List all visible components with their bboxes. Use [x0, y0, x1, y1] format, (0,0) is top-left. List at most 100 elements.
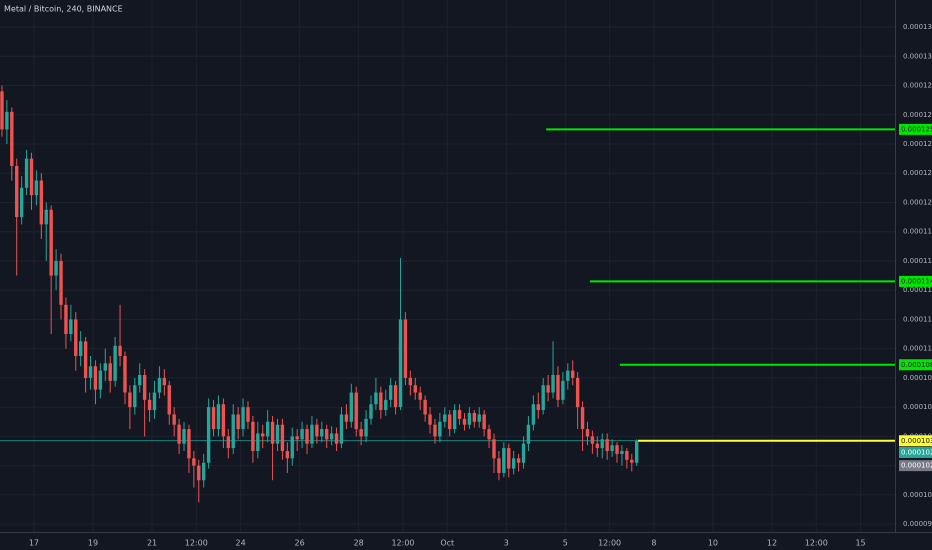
candle-body	[398, 319, 403, 408]
price-label: 0.0001020	[901, 462, 932, 470]
candle-body	[433, 424, 437, 437]
grid	[0, 0, 895, 532]
candle-body	[413, 385, 417, 393]
candle-body	[384, 399, 388, 411]
candle-body	[177, 424, 181, 444]
candle-body	[315, 424, 319, 437]
candle-body	[216, 404, 221, 430]
candle-body	[364, 418, 368, 437]
candle-body	[93, 366, 98, 390]
candle-body	[108, 363, 112, 381]
candle-body	[408, 377, 413, 386]
candle-body	[531, 404, 536, 425]
x-tick-label: 3	[504, 539, 509, 548]
level-label-box	[899, 123, 932, 135]
candle-body	[566, 370, 570, 381]
x-tick-label: 12	[767, 539, 777, 548]
candle-body	[634, 440, 639, 463]
candle-body	[595, 443, 600, 449]
candle-body	[54, 260, 58, 276]
candle-body	[443, 414, 447, 422]
candle-body	[580, 407, 585, 430]
x-tick-label: 12:00	[598, 539, 621, 548]
candle-body	[438, 421, 442, 437]
candle-body	[5, 111, 9, 130]
x-tick-label: 5	[563, 539, 568, 548]
axes: 0.00009800.00010000.00010200.00010400.00…	[29, 23, 932, 548]
candle-body	[241, 407, 245, 430]
candle-body	[24, 158, 29, 188]
y-tick-label: 0.0001280	[903, 82, 932, 90]
candle-body	[147, 399, 152, 411]
candle-body	[477, 414, 481, 422]
level-label-box	[899, 359, 932, 371]
price-label-box	[899, 460, 932, 472]
candle-body	[457, 410, 462, 419]
candle-body	[600, 439, 604, 449]
candle-body	[103, 363, 107, 371]
y-tick-label: 0.0001240	[903, 140, 932, 148]
y-tick-label: 0.0000980	[903, 520, 932, 528]
candle-body	[118, 345, 122, 356]
x-tick-label: 19	[88, 539, 98, 548]
chart-title: Metal / Bitcoin, 240, BINANCE	[4, 5, 123, 14]
x-tick-label: 24	[236, 539, 246, 548]
candle-body	[138, 374, 142, 386]
candle-body	[142, 374, 147, 400]
y-tick-label: 0.0001320	[903, 23, 932, 31]
x-tick-label: 26	[295, 539, 305, 548]
y-tick-label: 0.0001300	[903, 52, 932, 60]
candle-body	[630, 459, 634, 463]
y-tick-label: 0.0001080	[903, 374, 932, 382]
candle-body	[472, 412, 477, 422]
candle-body	[78, 341, 83, 356]
candle-body	[300, 429, 304, 440]
x-tick-label: 10	[708, 539, 718, 548]
x-tick-label: 21	[147, 539, 157, 548]
y-tick-label: 0.0001000	[903, 491, 932, 499]
candle-body	[379, 392, 383, 411]
candle-body	[556, 374, 560, 400]
candle-body	[285, 451, 290, 459]
candle-body	[620, 451, 624, 454]
candle-body	[492, 439, 496, 459]
candle-body	[270, 421, 275, 444]
x-tick-label: 12:00	[185, 539, 208, 548]
x-tick-label: Oct	[440, 539, 454, 548]
level-label-box	[899, 275, 932, 287]
candle-body	[69, 319, 73, 335]
candle-body	[526, 424, 531, 444]
candle-body	[34, 180, 39, 196]
candle-body	[403, 319, 408, 378]
candle-body	[231, 414, 235, 449]
candle-body	[467, 412, 472, 425]
candle-body	[428, 414, 432, 425]
candle-body	[201, 462, 206, 481]
candle-body	[388, 385, 393, 400]
candle-body	[329, 433, 334, 440]
y-tick-label: 0.0001260	[903, 111, 932, 119]
candle-body	[123, 355, 127, 393]
x-tick-label: 15	[855, 539, 865, 548]
candle-body	[256, 433, 260, 452]
candle-body	[280, 424, 285, 452]
candle-body	[344, 414, 349, 422]
candle-body	[44, 209, 48, 225]
candle-body	[83, 341, 88, 378]
price-label: 0.0001029	[901, 448, 932, 456]
candle-body	[192, 458, 196, 466]
candle-body	[585, 429, 590, 437]
candle-body	[182, 429, 186, 444]
candle-body	[19, 187, 24, 218]
candle-body	[536, 404, 540, 411]
candle-body	[172, 414, 176, 425]
candle-body	[487, 429, 491, 440]
candle-body	[511, 458, 516, 469]
y-tick-label: 0.0001060	[903, 403, 932, 411]
candle-body	[521, 443, 526, 463]
candle-body	[590, 436, 595, 444]
candle-body	[39, 180, 44, 225]
candle-body	[393, 385, 398, 408]
